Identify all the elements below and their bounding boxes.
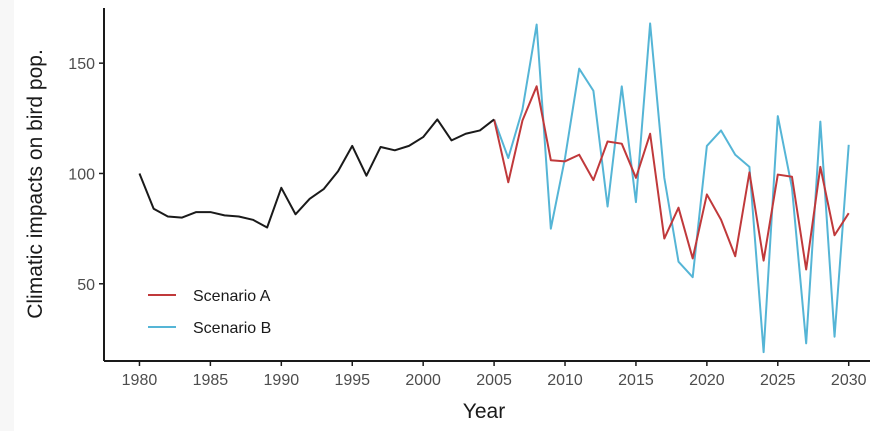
x-tick-label: 2020 (689, 372, 725, 389)
x-tick-label: 2005 (476, 372, 512, 389)
y-tick-label: 150 (68, 56, 95, 73)
y-axis-title: Climatic impacts on bird pop. (24, 49, 47, 319)
legend-label-scenario-b: Scenario B (193, 320, 271, 337)
x-tick-label: 2030 (831, 372, 867, 389)
y-tick-label: 100 (68, 166, 95, 183)
x-tick-label: 1990 (264, 372, 300, 389)
series-lines (138, 22, 850, 354)
historical-line (138, 118, 495, 229)
legend: Scenario A Scenario B (148, 288, 271, 337)
x-axis-title: Year (463, 400, 505, 423)
x-tick-label: 1995 (334, 372, 370, 389)
y-ticks: 50 100 150 (68, 56, 104, 294)
x-tick-label: 2025 (760, 372, 796, 389)
y-tick-label: 50 (77, 277, 95, 294)
plot-background (14, 0, 874, 431)
scenario-a-line (493, 85, 850, 271)
x-tick-label: 2015 (618, 372, 654, 389)
x-tick-label: 2010 (547, 372, 583, 389)
x-tick-label: 1985 (193, 372, 229, 389)
legend-label-scenario-a: Scenario A (193, 288, 271, 305)
x-ticks: 1980 1985 1990 1995 2000 2005 2010 2015 2020 2025… (122, 361, 867, 389)
x-tick-label: 2000 (405, 372, 441, 389)
axes (103, 8, 870, 362)
x-tick-label: 1980 (122, 372, 158, 389)
